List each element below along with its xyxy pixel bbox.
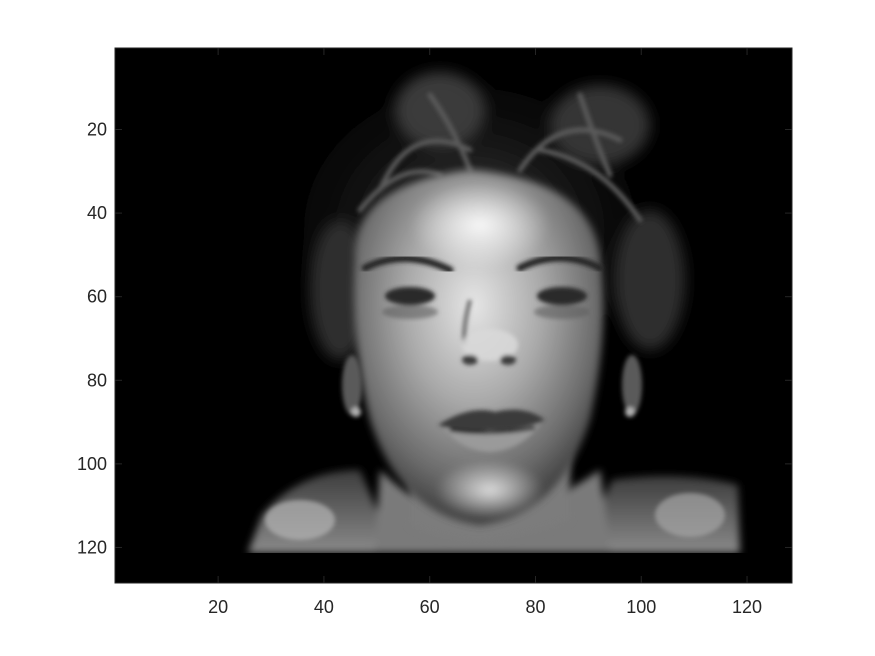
x-axis: 20 40 60 80 100 120 xyxy=(208,48,762,617)
face-image xyxy=(115,48,792,583)
y-tick-label: 120 xyxy=(77,537,107,557)
y-tick-label: 100 xyxy=(77,454,107,474)
x-tick-label: 40 xyxy=(314,597,334,617)
x-tick-label: 100 xyxy=(626,597,656,617)
x-tick-label: 60 xyxy=(420,597,440,617)
x-tick-label: 120 xyxy=(732,597,762,617)
axes-box xyxy=(114,47,793,584)
y-tick-label: 80 xyxy=(87,370,107,390)
y-tick-label: 20 xyxy=(87,120,107,140)
x-tick-label: 80 xyxy=(525,597,545,617)
y-tick-label: 60 xyxy=(87,287,107,307)
y-tick-label: 40 xyxy=(87,203,107,223)
x-tick-label: 20 xyxy=(208,597,228,617)
y-axis: 20 40 60 80 100 120 xyxy=(77,120,792,557)
